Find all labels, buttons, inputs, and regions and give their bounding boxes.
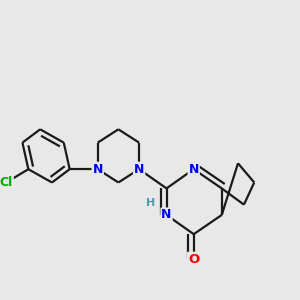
Text: Cl: Cl [0,176,13,189]
Text: N: N [134,163,144,176]
Text: H: H [146,198,155,208]
Text: O: O [188,253,199,266]
Text: N: N [92,163,103,176]
Text: N: N [161,208,172,221]
Text: N: N [188,163,199,176]
